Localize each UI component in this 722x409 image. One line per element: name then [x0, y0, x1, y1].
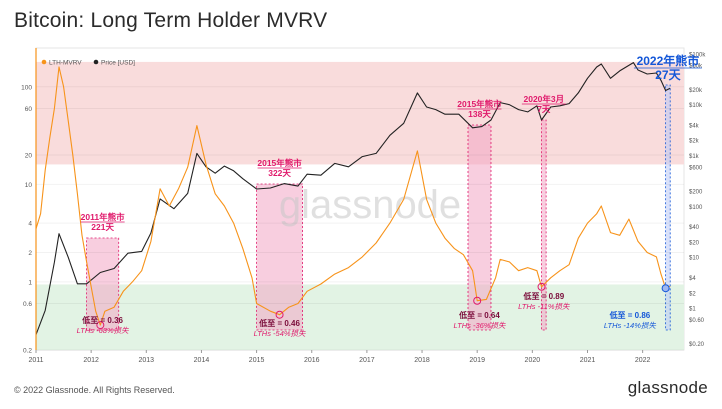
x-tick-label: 2018: [414, 357, 430, 364]
bear-days: 138天: [468, 109, 491, 119]
loss-label: LTHs -11%损失: [518, 302, 570, 311]
x-tick-label: 2020: [525, 357, 541, 364]
loss-label: LTHs -36%损失: [454, 321, 506, 330]
low-point-marker: [473, 296, 482, 305]
low-point-marker: [96, 321, 105, 330]
y-right-tick-label: $4k: [689, 123, 700, 129]
y-right-tick-label: $100k: [689, 52, 706, 58]
x-tick-label: 2011: [28, 357, 43, 364]
bear-label: 2011年熊市: [81, 212, 125, 222]
y-right-tick-label: $600: [689, 165, 703, 171]
bear-boxes-layer: [86, 84, 671, 331]
x-tick-label: 2021: [580, 357, 596, 364]
y-right-tick-label: $10k: [689, 103, 703, 109]
x-tick-label: 2012: [83, 357, 99, 364]
y-right-tick-label: $20k: [689, 88, 703, 94]
loss-label: LTHs -54%损失: [254, 329, 306, 338]
loss-label: LTHs -68%损失: [77, 326, 129, 335]
bear-days: 322天: [268, 168, 291, 178]
low-value-label: 低至 = 0.64: [458, 310, 500, 320]
y-right-tick-label: $2k: [689, 139, 700, 145]
legend: LTH-MVRV Price [USD]: [41, 59, 135, 67]
bear-period-box: [541, 119, 547, 331]
x-tick-label: 2015: [249, 357, 265, 364]
x-tick-label: 2017: [359, 357, 375, 364]
bear-period-box: [665, 84, 671, 331]
y-right-tick-label: $60k: [689, 64, 703, 70]
chart-title: Bitcoin: Long Term Holder MVRV: [14, 9, 328, 32]
legend-marker: [41, 59, 47, 65]
x-tick-label: 2014: [194, 357, 210, 364]
y-right-tick-label: $100: [689, 205, 703, 211]
bear-period-box: [467, 124, 492, 331]
y-left-tick-label: 4: [28, 221, 32, 228]
lines-layer: [35, 62, 671, 335]
zone-red: [36, 61, 684, 165]
loss-label: LTHs -14%损失: [604, 321, 656, 330]
y-left-tick-label: 0.6: [23, 301, 32, 308]
legend-marker: [93, 59, 99, 65]
bear-period-box: [86, 237, 120, 331]
y-right-tick-label: $2: [689, 291, 696, 297]
bear-period-box: [256, 183, 303, 331]
y-left-tick-label: 0.2: [23, 348, 32, 355]
low-value-label: 低至 = 0.46: [258, 318, 300, 328]
y-right-tick-label: $0.20: [689, 342, 705, 348]
bear-label: 2015年熊市: [457, 99, 502, 109]
watermark: glassnode: [279, 183, 461, 227]
y-right-tick-label: $4: [689, 276, 696, 282]
y-right-tick-label: $10: [689, 256, 700, 262]
bear-days: 7天: [537, 104, 551, 114]
zone-green: [36, 284, 684, 350]
y-right-tick-label: $1k: [689, 154, 700, 160]
footer-copyright: © 2022 Glassnode. All Rights Reserved.: [14, 385, 175, 395]
bear-label: 2020年3月: [524, 94, 565, 104]
y-left-tick-label: 2: [28, 250, 32, 257]
x-tick-label: 2022: [635, 357, 651, 364]
low-point-marker: [661, 284, 670, 293]
series-line-lth-mvrv: [35, 66, 671, 326]
low-point-marker: [537, 282, 546, 291]
bear-label: 2022年熊市: [637, 53, 700, 68]
legend-label: Price [USD]: [101, 60, 135, 67]
y-right-tick-label: $0.60: [689, 318, 705, 324]
bear-days: 221天: [91, 222, 114, 232]
bear-days: 27天: [655, 68, 681, 82]
legend-label: LTH-MVRV: [49, 60, 82, 67]
low-value-label: 低至 = 0.36: [81, 315, 123, 325]
axes-layer: 2011 2012 2013 2014 2015 2016 2017 2018 2019 2020…: [21, 48, 706, 364]
low-value-label: 低至 = 0.86: [609, 310, 651, 320]
y-left-tick-label: 1: [28, 279, 32, 286]
y-left-tick-label: 20: [25, 152, 33, 159]
x-tick-label: 2019: [469, 357, 485, 364]
y-right-tick-label: $200: [689, 190, 703, 196]
bear-label: 2015年熊市: [257, 158, 302, 168]
y-right-tick-label: $1: [689, 307, 696, 313]
y-right-tick-label: $20: [689, 240, 700, 246]
x-tick-label: 2013: [139, 357, 155, 364]
footer-logo: glassnode: [627, 378, 708, 397]
x-tick-label: 2016: [304, 357, 320, 364]
y-left-tick-label: 10: [25, 182, 33, 189]
y-right-tick-label: $40: [689, 225, 700, 231]
series-line-price: [35, 62, 671, 335]
zones-layer: [36, 61, 684, 350]
low-value-label: 低至 = 0.89: [522, 291, 564, 301]
y-left-tick-label: 60: [25, 106, 33, 113]
low-point-marker: [275, 310, 284, 319]
grid-layer: [36, 86, 684, 351]
y-left-tick-label: 100: [21, 84, 32, 91]
